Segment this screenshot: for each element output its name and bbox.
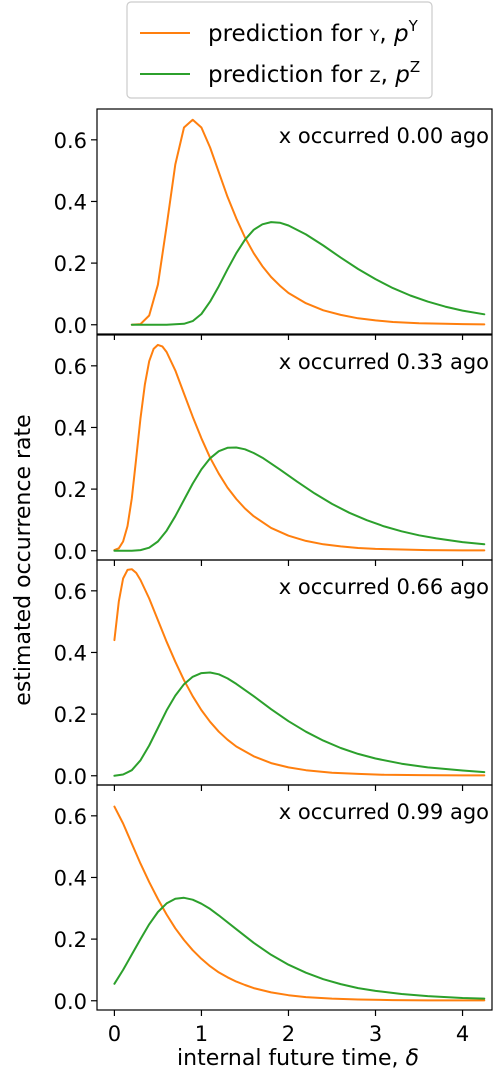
panel-2: 0.0 0.2 0.4 0.6 x occurred 0.66 ago <box>54 559 493 791</box>
panel-1: 0.0 0.2 0.4 0.6 x occurred 0.33 ago <box>54 334 493 566</box>
x-tick-label: 1 <box>195 1022 208 1046</box>
legend-label-y-mid: , <box>379 21 394 47</box>
y-tick-label: 0.6 <box>54 129 87 153</box>
legend-label-z-italic: p <box>394 62 410 88</box>
y-tick-label: 0.0 <box>54 990 87 1014</box>
series-line-z <box>113 446 486 552</box>
panel-annotation: x occurred 0.99 ago <box>279 800 489 824</box>
series-line-y <box>113 805 486 1002</box>
legend-label-y-italic: p <box>393 21 409 47</box>
legend-label-z-sup: Z <box>410 58 420 76</box>
y-tick-label: 0.4 <box>54 641 87 665</box>
series-line-y <box>113 568 486 777</box>
x-tick-label: 4 <box>456 1022 469 1046</box>
panel-frame <box>96 784 493 1011</box>
y-tick-label: 0.2 <box>54 928 87 952</box>
panels: 0.0 0.2 0.4 0.6 x occurred 0.00 ago 0.0 0.2 0.4… <box>54 108 493 1046</box>
legend-label-y-sup: Y <box>408 17 419 35</box>
panel-annotation: x occurred 0.00 ago <box>279 124 489 148</box>
y-tick-label: 0.4 <box>54 190 87 214</box>
y-axis-title: estimated occurrence rate <box>11 414 36 705</box>
legend-label-z-mid: , <box>381 62 396 88</box>
legend: prediction for Y, pY prediction for Z, p… <box>126 1 433 99</box>
x-tick-label: 3 <box>369 1022 382 1046</box>
series-line-z <box>113 896 486 1000</box>
x-tick-label: 2 <box>282 1022 295 1046</box>
panel-frame <box>96 108 493 335</box>
series-line-z <box>113 671 486 777</box>
series-line-z <box>130 221 486 326</box>
y-tick-label: 0.6 <box>54 355 87 379</box>
series-line-y <box>130 118 486 326</box>
series-line-y <box>113 343 486 552</box>
y-tick-label: 0.2 <box>54 703 87 727</box>
panel-3: 0.0 0.2 0.4 0.6 0 1 2 3 4 x occurred 0.99 ago <box>54 784 493 1046</box>
y-tick-label: 0.0 <box>54 540 87 564</box>
panel-annotation: x occurred 0.33 ago <box>279 350 489 374</box>
y-tick-label: 0.6 <box>54 805 87 829</box>
x-tick-label: 0 <box>108 1022 121 1046</box>
y-tick-label: 0.6 <box>54 580 87 604</box>
y-tick-label: 0.0 <box>54 314 87 338</box>
x-axis-title: internal future time, δ <box>177 1046 419 1071</box>
legend-frame <box>126 1 433 99</box>
legend-label-z-main: prediction for <box>208 62 370 88</box>
y-tick-label: 0.2 <box>54 252 87 276</box>
legend-label-z-small: Z <box>370 67 381 86</box>
y-tick-label: 0.2 <box>54 478 87 502</box>
y-tick-label: 0.4 <box>54 866 87 890</box>
y-tick-label: 0.0 <box>54 765 87 789</box>
legend-label-z: prediction for Z, pZ <box>208 58 420 88</box>
legend-label-y-main: prediction for <box>208 21 370 47</box>
panel-annotation: x occurred 0.66 ago <box>279 575 489 599</box>
legend-label-y: prediction for Y, pY <box>208 17 419 47</box>
y-tick-label: 0.4 <box>54 416 87 440</box>
x-axis-title-main: internal future time, <box>177 1046 405 1071</box>
legend-label-y-small: Y <box>369 26 380 45</box>
x-axis-title-symbol: δ <box>405 1046 418 1071</box>
panel-0: 0.0 0.2 0.4 0.6 x occurred 0.00 ago <box>54 108 493 340</box>
